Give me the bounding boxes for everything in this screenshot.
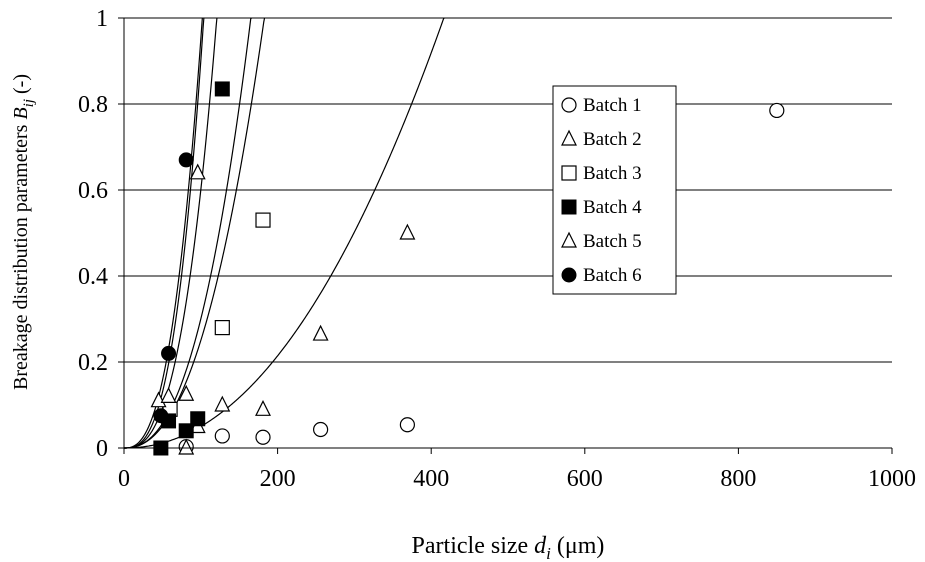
point-batch-5-1 bbox=[150, 391, 167, 408]
legend-label-batch-2: Batch 2 bbox=[583, 129, 642, 150]
fitted-curve-1 bbox=[124, 17, 205, 449]
plot-frame bbox=[123, 18, 892, 449]
fitted-curves bbox=[124, 17, 445, 449]
point-batch-3-3 bbox=[255, 212, 271, 228]
y-tick-label-5: 1 bbox=[96, 6, 108, 32]
legend-label-batch-1: Batch 1 bbox=[583, 95, 642, 116]
point-batch-5-7 bbox=[312, 324, 329, 341]
point-batch-1-2 bbox=[214, 428, 230, 444]
fitted-curve-2 bbox=[124, 17, 218, 449]
point-batch-1-6 bbox=[769, 102, 785, 119]
legend-marker-batch-3 bbox=[561, 165, 577, 181]
point-batch-1-4 bbox=[313, 421, 329, 438]
y-tick-label-0: 0 bbox=[96, 436, 108, 462]
legend-label-batch-4: Batch 4 bbox=[583, 197, 642, 218]
legend-box bbox=[552, 85, 677, 295]
point-batch-6-1 bbox=[153, 408, 169, 424]
x-tick-label-4: 800 bbox=[720, 466, 756, 492]
fitted-curve-4 bbox=[124, 17, 252, 449]
legend-marker-batch-2 bbox=[561, 129, 577, 146]
point-batch-5-4 bbox=[189, 163, 206, 180]
point-batch-2-1 bbox=[178, 438, 195, 455]
axis-ticks: 0 0.2 0.4 0.6 0.8 1 0 200 400 600 800 1000 bbox=[78, 6, 916, 492]
legend-marker-batch-4 bbox=[561, 199, 577, 215]
legend-label-batch-3: Batch 3 bbox=[583, 163, 642, 184]
x-tick-label-0: 0 bbox=[118, 466, 130, 492]
point-batch-6-2 bbox=[161, 345, 177, 361]
x-tick-label-3: 600 bbox=[567, 466, 603, 492]
point-batch-5-8 bbox=[399, 223, 416, 240]
x-tick-label-5: 1000 bbox=[868, 466, 916, 492]
point-batch-5-3 bbox=[178, 384, 195, 401]
legend-label-batch-5: Batch 5 bbox=[583, 231, 642, 252]
fitted-curve-6 bbox=[124, 17, 445, 449]
point-batch-4-3 bbox=[178, 423, 194, 439]
point-batch-4-5 bbox=[214, 81, 230, 97]
legend-label-batch-6: Batch 6 bbox=[583, 265, 642, 286]
point-batch-5-2 bbox=[160, 387, 177, 403]
point-batch-3-2 bbox=[214, 320, 230, 336]
point-batch-5-5 bbox=[214, 395, 231, 412]
point-batch-1-5 bbox=[399, 417, 415, 433]
legend-marker-batch-6 bbox=[561, 267, 577, 283]
y-tick-label-2: 0.4 bbox=[78, 264, 108, 290]
y-tick-label-3: 0.6 bbox=[78, 178, 108, 204]
fitted-curve-5 bbox=[124, 17, 266, 449]
y-axis-title: Breakage distribution parameters Bij (-) bbox=[10, 74, 37, 390]
data-points bbox=[150, 81, 785, 456]
point-batch-5-6 bbox=[255, 399, 271, 416]
point-batch-1-3 bbox=[255, 429, 271, 445]
y-tick-label-4: 0.8 bbox=[78, 92, 108, 118]
x-tick-label-1: 200 bbox=[260, 466, 296, 492]
gridlines bbox=[124, 17, 892, 363]
legend-marker-batch-1 bbox=[561, 97, 577, 113]
legend: Batch 1 Batch 2 Batch 3 Batch 4 Batch 5 Batch… bbox=[552, 85, 677, 295]
x-axis-title: Particle size di (μm) bbox=[412, 533, 605, 562]
legend-marker-batch-5 bbox=[561, 231, 577, 248]
y-tick-label-1: 0.2 bbox=[78, 350, 108, 376]
point-batch-6-3 bbox=[178, 152, 194, 168]
fitted-curve-3 bbox=[124, 17, 203, 449]
x-tick-label-2: 400 bbox=[413, 466, 449, 492]
point-batch-4-4 bbox=[190, 411, 206, 427]
